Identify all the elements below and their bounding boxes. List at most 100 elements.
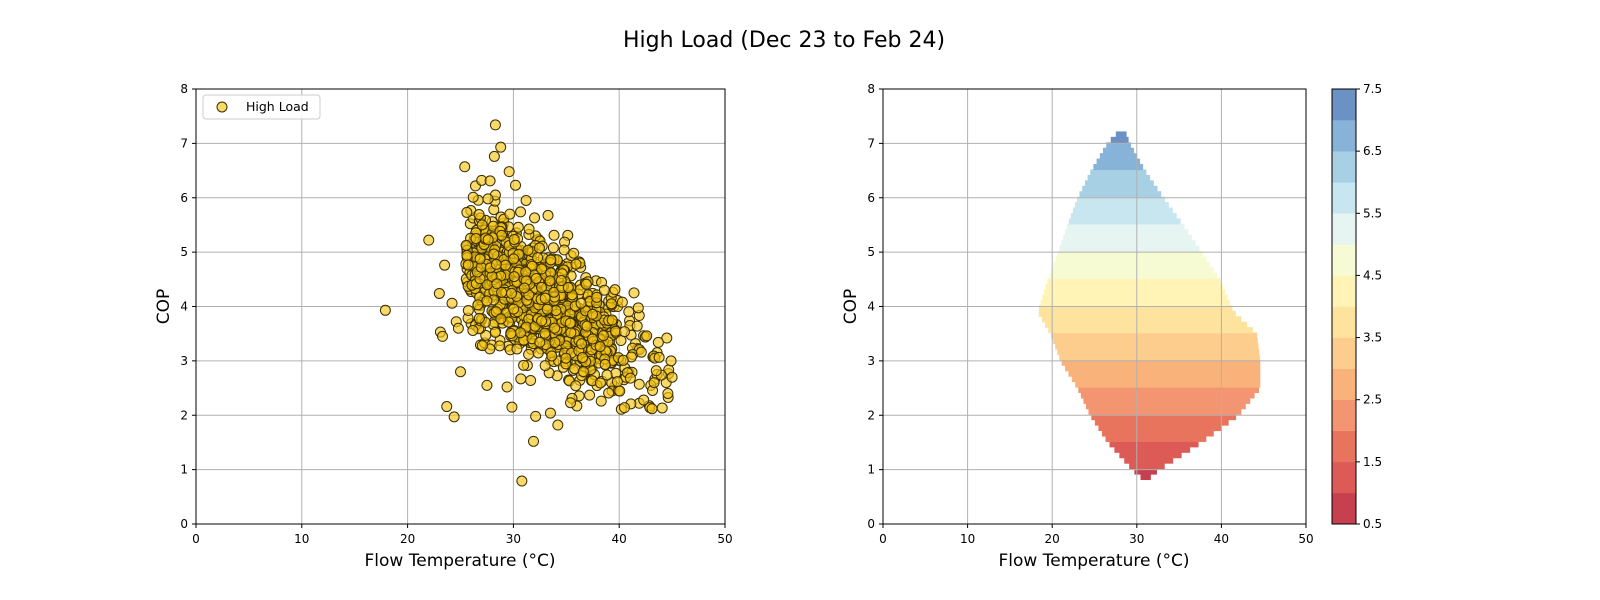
contour-band xyxy=(1068,370,1261,377)
contour-band xyxy=(1068,218,1181,225)
scatter-ytick-label: 0 xyxy=(180,517,188,531)
scatter-point xyxy=(548,229,560,241)
scatter-point xyxy=(488,248,500,260)
scatter-point xyxy=(528,435,539,447)
scatter-point xyxy=(482,234,494,246)
colorbar-bands xyxy=(1332,89,1356,525)
scatter-point xyxy=(595,395,607,407)
contour-band xyxy=(1094,419,1229,426)
contour-band xyxy=(1078,386,1259,394)
scatter-point xyxy=(606,314,618,326)
scatter-point xyxy=(599,358,611,370)
scatter-point xyxy=(489,119,501,131)
scatter-xtick-label: 20 xyxy=(400,532,415,546)
contour-band xyxy=(1090,169,1147,176)
scatter-point xyxy=(598,284,610,296)
contour-band xyxy=(1057,348,1260,355)
scatter-point xyxy=(614,385,626,397)
colorbar-band xyxy=(1332,151,1356,183)
scatter-point xyxy=(605,298,617,310)
contour-xtick-label: 10 xyxy=(960,532,975,546)
contour-band xyxy=(1076,196,1166,203)
scatter-point xyxy=(523,348,535,360)
scatter-xtick-label: 10 xyxy=(294,532,309,546)
contour-band xyxy=(1102,430,1214,437)
contour-ylabel: COP xyxy=(841,289,861,325)
scatter-point xyxy=(482,193,494,205)
scatter-point xyxy=(646,403,658,415)
contour-ytick-label: 5 xyxy=(867,245,875,259)
contour-band xyxy=(1047,278,1221,285)
scatter-point xyxy=(545,254,557,266)
scatter-point xyxy=(512,221,524,233)
scatter-point xyxy=(587,333,599,345)
scatter-point xyxy=(515,373,527,385)
contour-band xyxy=(1055,343,1259,350)
contour-band xyxy=(1119,452,1182,459)
scatter-point xyxy=(503,166,515,178)
scatter-point xyxy=(501,381,513,393)
scatter-point xyxy=(508,271,520,283)
scatter-point xyxy=(650,365,662,377)
colorbar-tick-label: 7.5 xyxy=(1363,82,1382,96)
scatter-point xyxy=(577,351,589,363)
contour-band xyxy=(1059,354,1260,361)
scatter-point xyxy=(495,141,507,153)
scatter-point xyxy=(576,338,588,350)
scatter-point xyxy=(594,341,606,353)
scatter-point xyxy=(461,206,473,218)
scatter-point xyxy=(530,410,542,422)
colorbar-band xyxy=(1332,492,1356,525)
scatter-point xyxy=(581,320,593,332)
contour-ytick-label: 7 xyxy=(867,136,875,150)
contour-band xyxy=(1053,338,1258,345)
scatter-point xyxy=(481,379,493,391)
scatter-point xyxy=(455,366,466,378)
scatter-point xyxy=(472,299,484,311)
scatter-point xyxy=(433,287,445,299)
colorbar-band xyxy=(1332,182,1356,214)
scatter-point xyxy=(510,179,522,191)
contour-band xyxy=(1085,403,1246,410)
scatter-point xyxy=(467,324,479,336)
contour-ytick-label: 2 xyxy=(867,408,875,422)
scatter-point xyxy=(523,223,535,235)
contour-ticks: 0 10 20 30 40 50 0 1 2 3 4 5 6 7 8 xyxy=(867,82,1313,546)
scatter-point xyxy=(467,191,479,203)
scatter-ytick-label: 8 xyxy=(180,82,188,96)
scatter-point xyxy=(653,351,665,363)
contour-band xyxy=(1109,441,1199,448)
legend-box xyxy=(202,94,321,120)
scatter-point xyxy=(662,388,674,399)
contour-band xyxy=(1103,147,1134,154)
contour-band xyxy=(1129,463,1165,470)
contour-band xyxy=(1088,408,1242,415)
contour-band xyxy=(1084,180,1154,187)
contour-band xyxy=(1045,283,1223,290)
scatter-point xyxy=(423,234,435,246)
contour-band xyxy=(1082,185,1158,192)
contour-band xyxy=(1105,435,1207,442)
contour-band xyxy=(1057,251,1204,258)
scatter-point xyxy=(459,161,471,173)
scatter-point xyxy=(520,194,532,206)
contour-band xyxy=(1048,327,1253,334)
contour-band xyxy=(1096,158,1141,165)
scatter-point xyxy=(437,330,449,342)
contour-band xyxy=(1080,392,1255,399)
scatter-point xyxy=(624,372,636,384)
contour-ytick-label: 0 xyxy=(867,517,875,531)
contour-bands xyxy=(1038,131,1261,481)
scatter-xtick-label: 30 xyxy=(506,532,521,546)
contour-ytick-label: 8 xyxy=(867,82,875,96)
colorbar-ticks: 0.5 1.5 2.5 3.5 4.5 5.5 6.5 7.5 xyxy=(1356,82,1382,531)
colorbar-band xyxy=(1332,399,1356,432)
scatter-point xyxy=(504,208,516,220)
scatter-point xyxy=(488,150,500,162)
scatter-point xyxy=(584,389,596,401)
contour-band xyxy=(1070,212,1177,220)
contour-band xyxy=(1051,332,1258,339)
scatter-point xyxy=(591,291,603,303)
scatter-point xyxy=(564,317,576,329)
